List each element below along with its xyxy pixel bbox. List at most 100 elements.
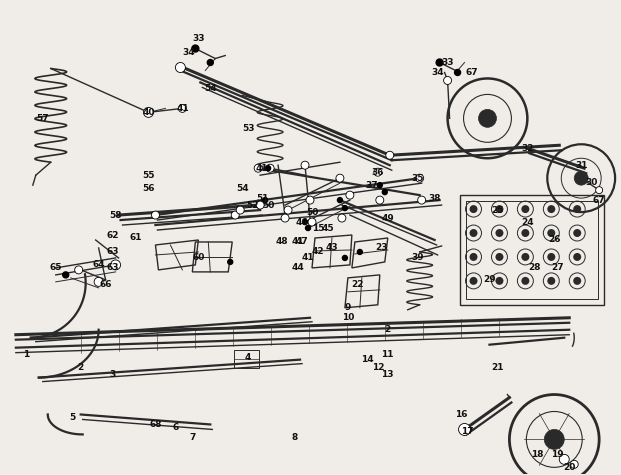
Circle shape	[522, 253, 529, 261]
Circle shape	[357, 249, 362, 255]
Text: 12: 12	[371, 363, 384, 372]
Circle shape	[111, 260, 120, 270]
Text: 41: 41	[292, 238, 304, 247]
Text: 40: 40	[142, 108, 155, 117]
Text: 65: 65	[50, 264, 62, 272]
Circle shape	[336, 174, 344, 182]
Circle shape	[455, 69, 461, 76]
Text: 62: 62	[106, 230, 119, 239]
Bar	[234, 350, 259, 368]
Circle shape	[415, 174, 424, 182]
Circle shape	[383, 190, 388, 195]
Text: 25: 25	[491, 206, 504, 215]
Circle shape	[573, 277, 581, 285]
Circle shape	[479, 109, 496, 127]
Circle shape	[547, 277, 555, 285]
Text: 31: 31	[575, 161, 587, 170]
Text: 33: 33	[192, 34, 204, 43]
Circle shape	[376, 196, 384, 204]
Text: 51: 51	[256, 194, 268, 203]
Text: 29: 29	[483, 276, 496, 285]
Circle shape	[207, 59, 213, 66]
Text: 67: 67	[465, 68, 478, 77]
Text: 32: 32	[521, 144, 533, 153]
Text: 16: 16	[455, 410, 468, 419]
Text: 28: 28	[528, 264, 541, 272]
Circle shape	[573, 253, 581, 261]
Circle shape	[436, 59, 443, 66]
Text: 45: 45	[322, 224, 334, 233]
Text: 56: 56	[142, 184, 155, 193]
Text: 34: 34	[182, 48, 194, 57]
Text: 34: 34	[432, 68, 444, 77]
Circle shape	[228, 259, 233, 265]
Text: 68: 68	[149, 420, 161, 429]
Circle shape	[596, 187, 602, 194]
Text: 57: 57	[37, 114, 49, 123]
Text: 67: 67	[593, 196, 605, 205]
Circle shape	[346, 191, 354, 199]
Circle shape	[560, 455, 569, 465]
Text: 8: 8	[292, 433, 298, 442]
Circle shape	[545, 429, 564, 449]
Circle shape	[306, 226, 310, 230]
Circle shape	[418, 196, 425, 204]
Circle shape	[547, 253, 555, 261]
Circle shape	[574, 171, 588, 185]
Text: 38: 38	[428, 194, 441, 203]
Text: 5: 5	[70, 413, 76, 422]
Circle shape	[337, 198, 342, 203]
Circle shape	[284, 206, 292, 214]
Text: 14: 14	[361, 355, 374, 364]
Circle shape	[496, 205, 504, 213]
Circle shape	[522, 229, 529, 237]
Text: 35: 35	[412, 174, 424, 183]
Text: 41: 41	[302, 254, 314, 263]
Circle shape	[573, 205, 581, 213]
Circle shape	[94, 277, 103, 286]
Circle shape	[496, 277, 504, 285]
Text: 50: 50	[306, 208, 318, 217]
Text: 63: 63	[106, 247, 119, 257]
Text: 4: 4	[245, 353, 252, 362]
Text: 63: 63	[106, 264, 119, 272]
Circle shape	[342, 256, 347, 260]
Text: 17: 17	[461, 427, 474, 436]
Text: 26: 26	[548, 236, 561, 245]
Text: 9: 9	[345, 304, 351, 312]
Text: 11: 11	[381, 350, 394, 359]
Text: 6: 6	[172, 423, 178, 432]
Circle shape	[522, 277, 529, 285]
Circle shape	[266, 166, 271, 171]
Text: 43: 43	[325, 244, 338, 253]
Circle shape	[547, 229, 555, 237]
Text: 2: 2	[78, 363, 84, 372]
Circle shape	[63, 272, 69, 278]
Text: 54: 54	[204, 84, 217, 93]
Text: 39: 39	[411, 254, 424, 263]
Circle shape	[547, 205, 555, 213]
Text: 23: 23	[376, 244, 388, 253]
Text: 50: 50	[262, 200, 274, 209]
Circle shape	[378, 183, 383, 188]
Text: 44: 44	[292, 264, 304, 272]
Text: 42: 42	[312, 247, 324, 257]
Text: 54: 54	[236, 184, 248, 193]
Text: 53: 53	[242, 124, 255, 133]
Circle shape	[266, 164, 274, 172]
Circle shape	[75, 266, 83, 274]
Circle shape	[192, 45, 199, 52]
Circle shape	[469, 277, 478, 285]
Text: 30: 30	[585, 178, 597, 187]
Circle shape	[458, 423, 471, 436]
Text: 58: 58	[109, 210, 122, 219]
Circle shape	[338, 214, 346, 222]
Circle shape	[496, 253, 504, 261]
Text: 1: 1	[23, 350, 29, 359]
Circle shape	[570, 460, 578, 468]
Text: 27: 27	[551, 264, 564, 272]
Circle shape	[443, 76, 451, 85]
Text: 61: 61	[129, 234, 142, 243]
Text: 10: 10	[342, 314, 354, 322]
Circle shape	[386, 151, 394, 159]
